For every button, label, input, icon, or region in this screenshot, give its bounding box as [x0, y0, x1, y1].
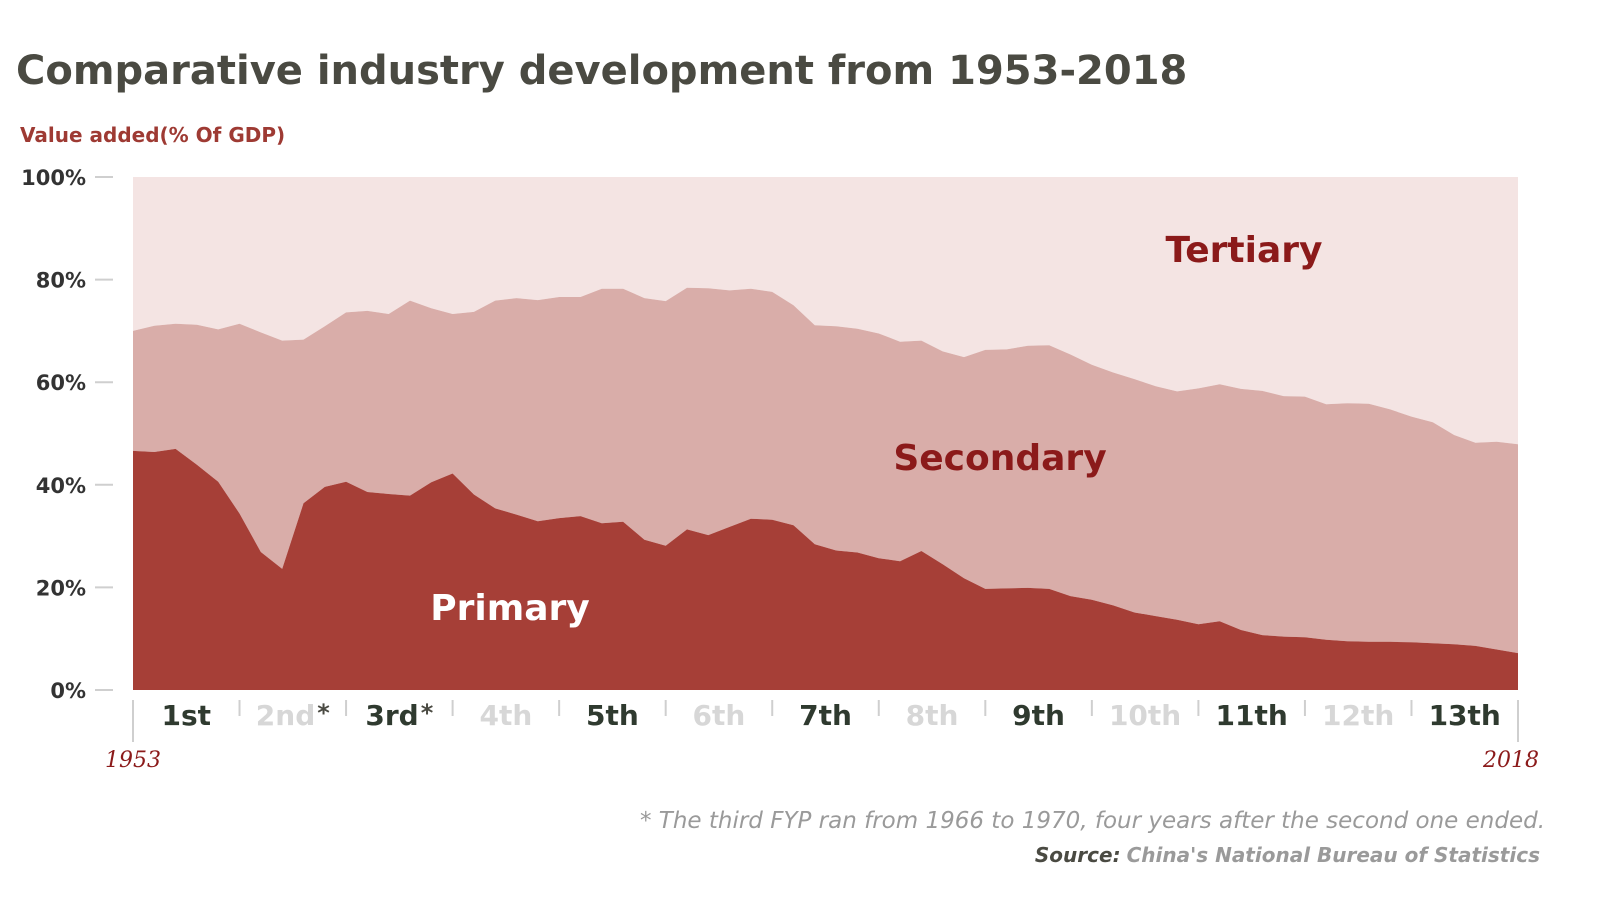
primary-area [133, 448, 1518, 690]
plan-label-2nd: 2nd* [256, 699, 330, 732]
plot-area [133, 177, 1518, 690]
chart-title: Comparative industry development from 19… [16, 48, 1187, 94]
plan-label-12th: 12th [1322, 699, 1394, 732]
x-start-year: 1953 [105, 748, 161, 773]
x-end-year: 2018 [1482, 748, 1539, 773]
y-tick-label: 100% [21, 166, 86, 190]
plan-label-3rd: 3rd* [365, 699, 433, 732]
y-tick-label: 0% [50, 679, 86, 703]
plan-label-11th: 11th [1216, 699, 1288, 732]
plan-footnote-mark: * [421, 699, 434, 727]
y-tick-label: 40% [36, 474, 86, 498]
secondary-area [133, 287, 1518, 654]
plan-label-9th: 9th [1012, 699, 1065, 732]
plan-label-1st: 1st [161, 699, 211, 732]
y-tick-label: 20% [36, 576, 86, 600]
plan-footnote-mark: * [317, 699, 330, 727]
source-line: Source: China's National Bureau of Statis… [1035, 843, 1540, 867]
source-label: Source: [1035, 843, 1121, 867]
y-tick-label: 80% [36, 269, 86, 293]
plan-label-4th: 4th [479, 699, 532, 732]
y-axis: 0% 20% 40% 60% 80% 100% [21, 166, 113, 703]
x-axis: 1st 2nd* 3rd* 4th 5th 6th 7th 8th 9th 10th 11th 12t… [132, 699, 1519, 742]
plan-label-7th: 7th [799, 699, 852, 732]
footnote: * The third FYP ran from 1966 to 1970, f… [640, 808, 1545, 834]
series-label-primary: Primary [430, 588, 590, 629]
plan-label-5th: 5th [586, 699, 639, 732]
plan-label-13th: 13th [1429, 699, 1501, 732]
source-text: China's National Bureau of Statistics [1127, 843, 1541, 867]
tertiary-area [133, 177, 1518, 445]
series-label-tertiary: Tertiary [1165, 230, 1322, 271]
y-tick-label: 60% [36, 371, 86, 395]
plan-label-6th: 6th [693, 699, 746, 732]
series-label-secondary: Secondary [893, 438, 1106, 479]
plan-label-8th: 8th [906, 699, 959, 732]
plan-label-10th: 10th [1109, 699, 1181, 732]
y-axis-label: Value added(% Of GDP) [20, 123, 285, 147]
